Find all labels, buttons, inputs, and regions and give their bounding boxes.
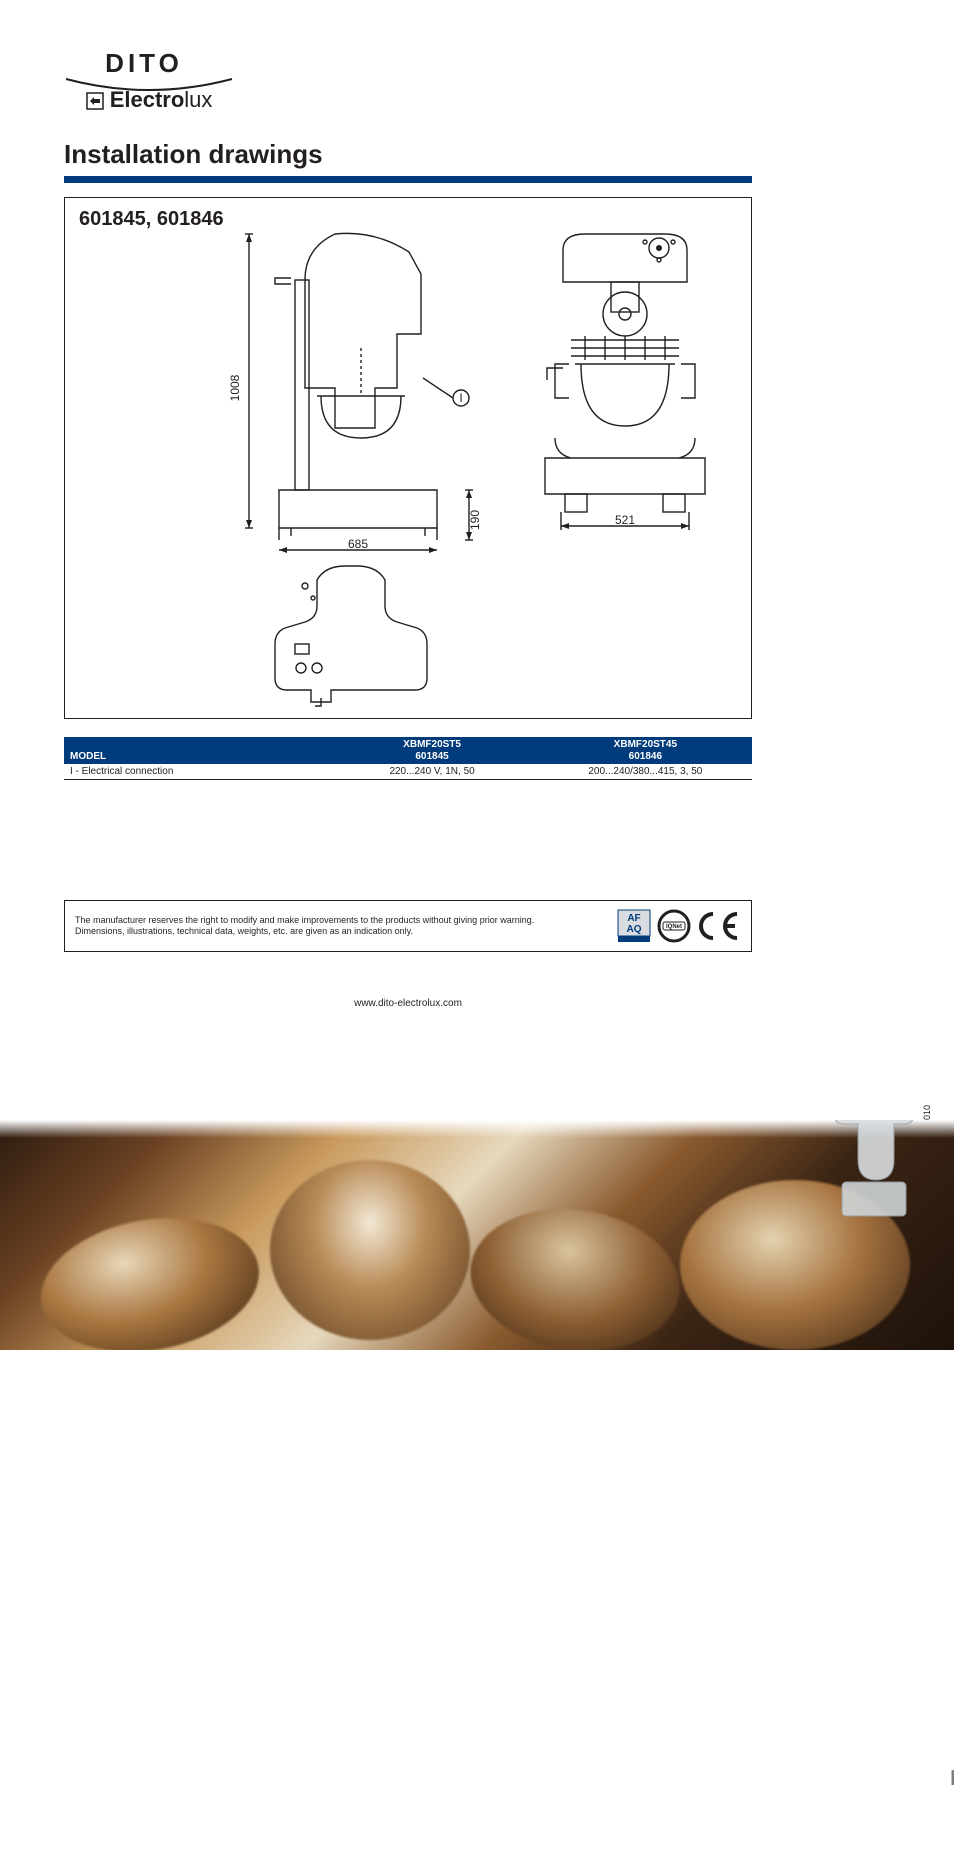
logo-dito: DITO	[64, 48, 224, 79]
spec-row-label-0: I - Electrical connection	[64, 764, 325, 780]
spec-table: MODEL XBMF20ST5 601845 XBMF20ST45 601846…	[64, 737, 752, 780]
drawing-plan-footprint	[265, 558, 445, 708]
footer-photo	[0, 1120, 954, 1350]
iqnet-icon: IQNet	[657, 909, 691, 943]
dim-base-depth: 685	[348, 537, 368, 551]
spec-col-code-0: 601845	[331, 751, 532, 763]
dim-height: 1008	[228, 374, 242, 401]
ce-icon	[697, 911, 741, 941]
logo-swoosh-icon	[64, 77, 234, 89]
drawing-side-elevation: I 1008 190 685	[225, 228, 485, 558]
spec-header-col-0: XBMF20ST5 601845	[325, 737, 538, 764]
title-rule	[64, 176, 752, 183]
spec-col-name-1: XBMF20ST45	[545, 739, 746, 751]
drawing-frame: 601845, 601846 I	[64, 197, 752, 719]
spec-cell-0-0: 220...240 V, 1N, 50	[325, 764, 538, 780]
spec-header-model: MODEL	[64, 737, 325, 764]
spec-cell-0-1: 200...240/380...415, 3, 50	[539, 764, 752, 780]
dim-foot-height: 190	[468, 510, 482, 530]
dim-width: 521	[615, 513, 635, 527]
disclaimer-text: The manufacturer reserves the right to m…	[75, 915, 575, 937]
svg-text:IQNet: IQNet	[666, 924, 682, 930]
spec-header-col-1: XBMF20ST45 601846	[539, 737, 752, 764]
svg-text:AQ: AQ	[627, 924, 642, 935]
section-title: Installation drawings	[64, 139, 726, 170]
svg-text:AF: AF	[627, 913, 640, 924]
spec-col-code-1: 601846	[545, 751, 746, 763]
brand-logo: DITO Electrolux	[64, 48, 726, 113]
spec-col-name-0: XBMF20ST5	[331, 739, 532, 751]
cert-icons: AF AQ IQNet	[617, 909, 741, 943]
disclaimer-box: The manufacturer reserves the right to m…	[64, 900, 752, 952]
elec-callout-label: I	[459, 391, 462, 405]
drawing-front-elevation: 521	[525, 228, 725, 558]
site-url: www.dito-electrolux.com	[64, 998, 752, 1009]
table-row: I - Electrical connection 220...240 V, 1…	[64, 764, 752, 780]
side-title: Planetary mixers	[810, 180, 930, 1080]
afaq-icon: AF AQ	[617, 909, 651, 943]
footer-mixer-icon	[814, 1120, 924, 1230]
